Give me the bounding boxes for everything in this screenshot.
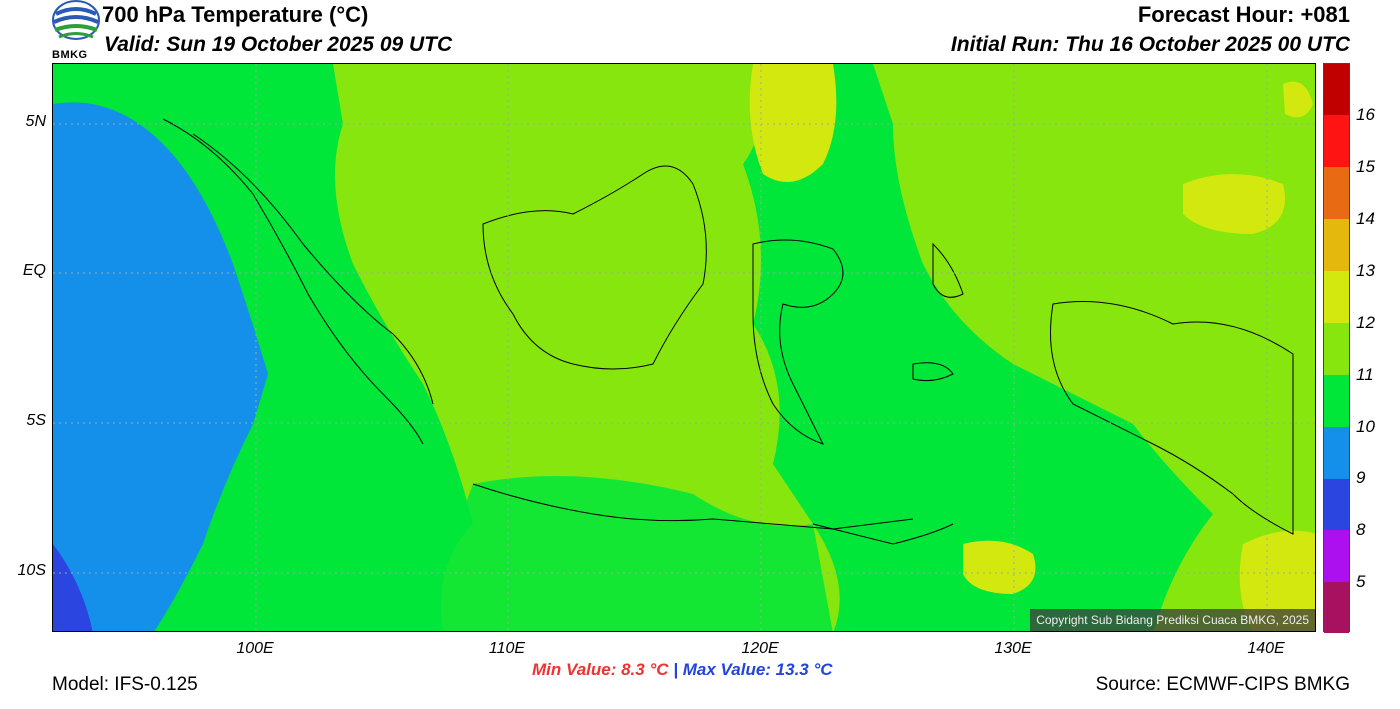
temperature-map bbox=[52, 63, 1316, 632]
colorbar-segment bbox=[1324, 219, 1349, 271]
min-value: Min Value: 8.3 °C bbox=[532, 660, 669, 679]
model-label: Model: IFS-0.125 bbox=[52, 674, 198, 695]
initial-run: Initial Run: Thu 16 October 2025 00 UTC bbox=[950, 33, 1350, 56]
colorbar-segment bbox=[1324, 64, 1349, 115]
colorbar-tick: 14 bbox=[1356, 209, 1375, 228]
logo-text: BMKG bbox=[52, 49, 88, 61]
colorbar-segment bbox=[1324, 115, 1349, 167]
valid-time: Valid: Sun 19 October 2025 09 UTC bbox=[104, 33, 453, 56]
colorbar-segment bbox=[1324, 427, 1349, 479]
min-max-values: Min Value: 8.3 °C | Max Value: 13.3 °C bbox=[532, 660, 833, 680]
lat-label-5n: 5N bbox=[25, 113, 46, 130]
max-value: Max Value: 13.3 °C bbox=[682, 660, 833, 679]
colorbar-segment bbox=[1324, 271, 1349, 323]
copyright-notice: Copyright Sub Bidang Prediksi Cuaca BMKG… bbox=[1030, 609, 1315, 631]
colorbar-tick: 10 bbox=[1356, 417, 1375, 436]
colorbar-segment bbox=[1324, 323, 1349, 375]
colorbar-segment bbox=[1324, 582, 1349, 633]
colorbar-tick: 8 bbox=[1356, 520, 1366, 539]
map-title: 700 hPa Temperature (°C) bbox=[102, 2, 369, 27]
min-max-separator: | bbox=[673, 660, 679, 679]
lon-label-120e: 120E bbox=[741, 640, 779, 657]
colorbar-segment bbox=[1324, 530, 1349, 582]
lon-label-110e: 110E bbox=[488, 640, 526, 657]
colorbar-tick: 15 bbox=[1356, 157, 1375, 176]
colorbar-tick: 13 bbox=[1356, 261, 1375, 280]
lat-label-5s: 5S bbox=[26, 412, 46, 429]
colorbar-tick: 9 bbox=[1356, 468, 1366, 487]
colorbar-segment bbox=[1324, 479, 1349, 530]
bmkg-logo-icon bbox=[52, 0, 100, 62]
map-canvas bbox=[53, 64, 1315, 631]
colorbar-tick: 5 bbox=[1356, 572, 1366, 591]
lon-label-130e: 130E bbox=[994, 640, 1032, 657]
colorbar-tick: 11 bbox=[1356, 365, 1374, 384]
colorbar-tick: 12 bbox=[1356, 313, 1375, 332]
lon-label-140e: 140E bbox=[1247, 640, 1285, 657]
lat-label-10s: 10S bbox=[17, 562, 46, 579]
colorbar-segment bbox=[1324, 375, 1349, 427]
colorbar-segment bbox=[1324, 167, 1349, 219]
lon-label-100e: 100E bbox=[236, 640, 274, 657]
colorbar-tick: 16 bbox=[1356, 105, 1375, 124]
lat-label-eq: EQ bbox=[22, 262, 46, 279]
source-label: Source: ECMWF-CIPS BMKG bbox=[1095, 674, 1350, 695]
colorbar bbox=[1323, 63, 1350, 633]
forecast-hour: Forecast Hour: +081 bbox=[1137, 2, 1350, 27]
